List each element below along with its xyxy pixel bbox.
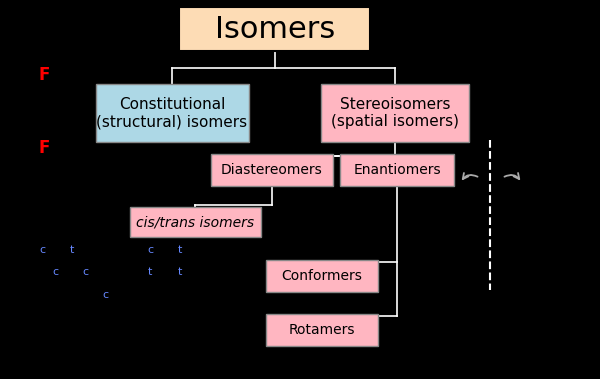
Text: c: c: [52, 267, 58, 277]
FancyBboxPatch shape: [321, 84, 469, 143]
Text: Conformers: Conformers: [281, 269, 362, 283]
Text: c: c: [82, 267, 88, 277]
Text: c: c: [102, 290, 108, 300]
Text: t: t: [178, 267, 182, 277]
FancyBboxPatch shape: [340, 154, 454, 186]
Text: cis/trans isomers: cis/trans isomers: [136, 215, 254, 229]
Text: F: F: [38, 139, 49, 157]
FancyBboxPatch shape: [266, 314, 377, 346]
Text: t: t: [148, 267, 152, 277]
Text: c: c: [147, 245, 153, 255]
Text: t: t: [178, 245, 182, 255]
Text: Stereoisomers
(spatial isomers): Stereoisomers (spatial isomers): [331, 97, 459, 129]
Text: t: t: [70, 245, 74, 255]
Text: Rotamers: Rotamers: [289, 323, 355, 337]
Text: Enantiomers: Enantiomers: [353, 163, 441, 177]
Text: Isomers: Isomers: [215, 14, 335, 44]
Text: Diastereomers: Diastereomers: [221, 163, 323, 177]
Text: Constitutional
(structural) isomers: Constitutional (structural) isomers: [97, 97, 248, 129]
FancyBboxPatch shape: [266, 260, 377, 292]
Text: F: F: [38, 66, 49, 84]
FancyBboxPatch shape: [179, 7, 370, 51]
FancyBboxPatch shape: [95, 84, 248, 143]
Text: c: c: [39, 245, 45, 255]
FancyBboxPatch shape: [130, 207, 260, 237]
FancyBboxPatch shape: [211, 154, 333, 186]
